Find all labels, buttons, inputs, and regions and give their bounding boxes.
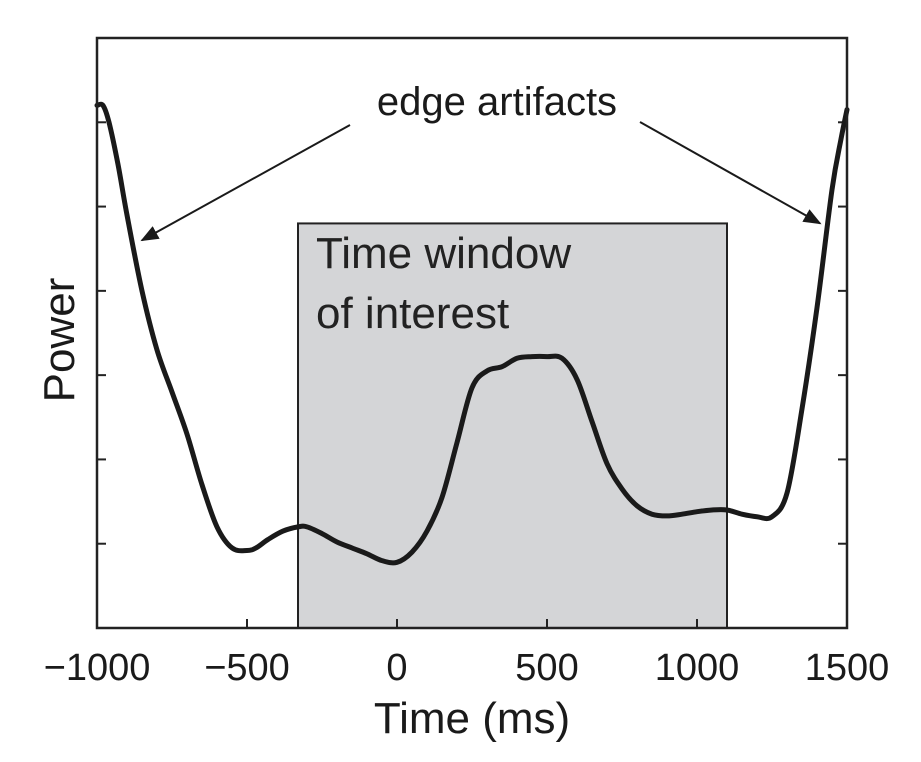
- x-tick-label: 0: [386, 647, 407, 689]
- edge-artifacts-label: edge artifacts: [377, 80, 617, 124]
- x-tick-label: 1000: [655, 647, 740, 689]
- y-axis-label: Power: [35, 278, 84, 403]
- x-tick-labels: −1000 −500 0 500 1000 1500: [44, 647, 890, 689]
- x-tick-label: 500: [515, 647, 578, 689]
- window-label-line-2: of interest: [316, 289, 509, 338]
- edge-artifact-arrow-left: [140, 124, 351, 242]
- x-tick-label: −1000: [44, 647, 151, 689]
- x-tick-label: 1500: [805, 647, 890, 689]
- time-window-rect: [297, 222, 728, 630]
- edge-artifact-arrow-right: [639, 121, 822, 225]
- x-axis-label: Time (ms): [374, 694, 570, 743]
- x-tick-label: −500: [204, 647, 290, 689]
- plot-frame: [95, 36, 849, 630]
- window-label: Time window of interest: [316, 229, 571, 338]
- power-line: [94, 101, 850, 566]
- window-label-line-1: Time window: [316, 229, 571, 278]
